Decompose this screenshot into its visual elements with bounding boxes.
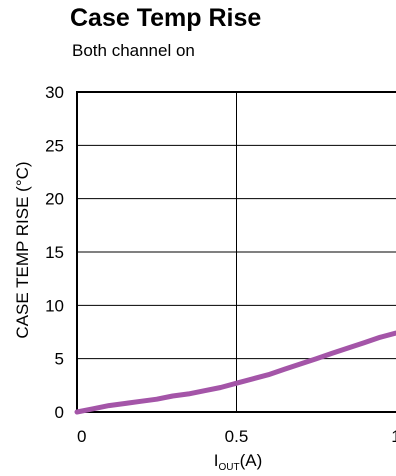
x-tick-label: 1 bbox=[391, 427, 396, 446]
plot-frame bbox=[76, 91, 396, 413]
y-axis-label: CASE TEMP RISE (°C) bbox=[13, 161, 32, 338]
y-tick-label: 10 bbox=[45, 296, 64, 315]
x-axis-label-sub: OUT bbox=[218, 462, 239, 473]
y-tick-label: 15 bbox=[45, 243, 64, 262]
series-layer bbox=[74, 330, 396, 415]
x-tick-label: 0 bbox=[77, 427, 86, 446]
series-line bbox=[74, 330, 396, 415]
chart-title: Case Temp Rise bbox=[70, 4, 262, 32]
tick-layer: 0 5 10 15 20 25 30 0 0.5 1 bbox=[45, 83, 396, 446]
chart-subtitle: Both channel on bbox=[72, 41, 195, 60]
grid-layer bbox=[77, 92, 396, 412]
x-axis-label-main: I bbox=[214, 451, 219, 470]
y-tick-label: 0 bbox=[55, 403, 64, 422]
x-tick-label: 0.5 bbox=[225, 427, 249, 446]
x-axis-label: IOUT(A) bbox=[214, 451, 263, 473]
y-tick-label: 25 bbox=[45, 136, 64, 155]
y-tick-label: 30 bbox=[45, 83, 64, 102]
y-tick-label: 20 bbox=[45, 190, 64, 209]
x-axis-label-unit: (A) bbox=[240, 451, 263, 470]
y-tick-label: 5 bbox=[55, 350, 64, 369]
